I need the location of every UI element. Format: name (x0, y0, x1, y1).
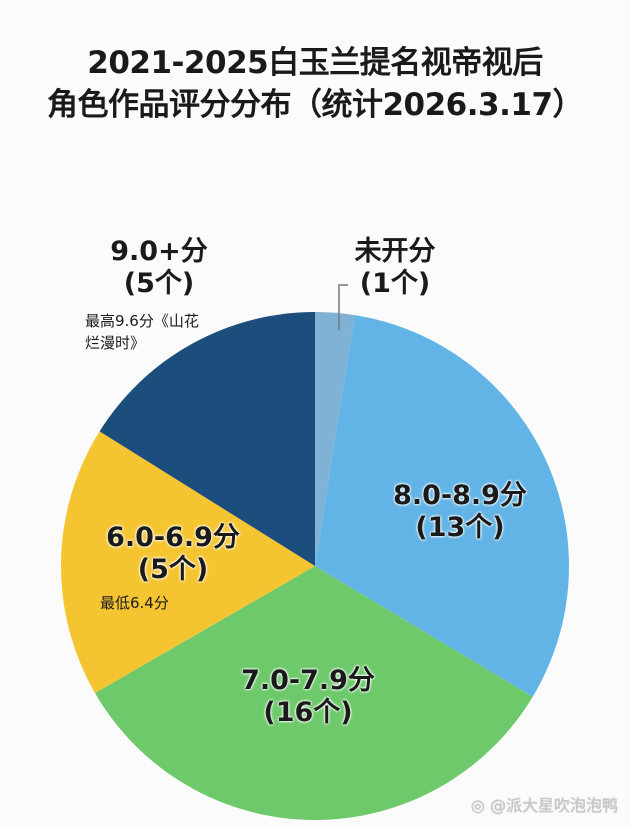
slice-unrated (315, 311, 355, 566)
label-unrated: 未开分 (1个) (340, 236, 450, 300)
label-8-count: (13个) (415, 512, 505, 543)
chart-title-line1: 2021-2025白玉兰提名视帝视后 (87, 45, 543, 81)
unrated-leader-line (338, 284, 348, 330)
label-8-0-8-9: 8.0-8.9分 (13个) (380, 480, 540, 544)
label-8-range: 8.0-8.9分 (393, 480, 527, 511)
watermark: ◎ @派大星吹泡泡鸭 (470, 796, 618, 815)
weibo-icon: ◎ (470, 796, 485, 815)
slice-7-0-7-9 (95, 566, 533, 820)
label-9-plus-range: 9.0+分 (110, 236, 208, 267)
label-7-0-7-9: 7.0-7.9分 (16个) (228, 665, 388, 729)
label-unrated-range: 未开分 (354, 236, 436, 267)
label-9-plus-count: (5个) (123, 268, 195, 299)
label-6-note: 最低6.4分 (100, 594, 169, 612)
label-unrated-count: (1个) (359, 268, 431, 299)
chart-title: 2021-2025白玉兰提名视帝视后 角色作品评分分布（统计2026.3.17） (0, 42, 630, 126)
slice-8-0-8-9 (315, 315, 569, 697)
label-6-count: (5个) (137, 554, 209, 585)
label-9-plus-note: 最高9.6分《山花 烂漫时》 (85, 312, 199, 352)
label-6-range: 6.0-6.9分 (106, 522, 240, 553)
label-9-plus: 9.0+分 (5个) (84, 236, 234, 300)
slice-6-0-6-9 (60, 431, 315, 693)
chart-title-line2: 角色作品评分分布（统计2026.3.17） (46, 87, 584, 123)
label-7-count: (16个) (263, 697, 353, 728)
label-7-range: 7.0-7.9分 (241, 665, 375, 696)
slice-9-plus (99, 312, 315, 566)
label-6-0-6-9: 6.0-6.9分 (5个) (98, 522, 248, 586)
